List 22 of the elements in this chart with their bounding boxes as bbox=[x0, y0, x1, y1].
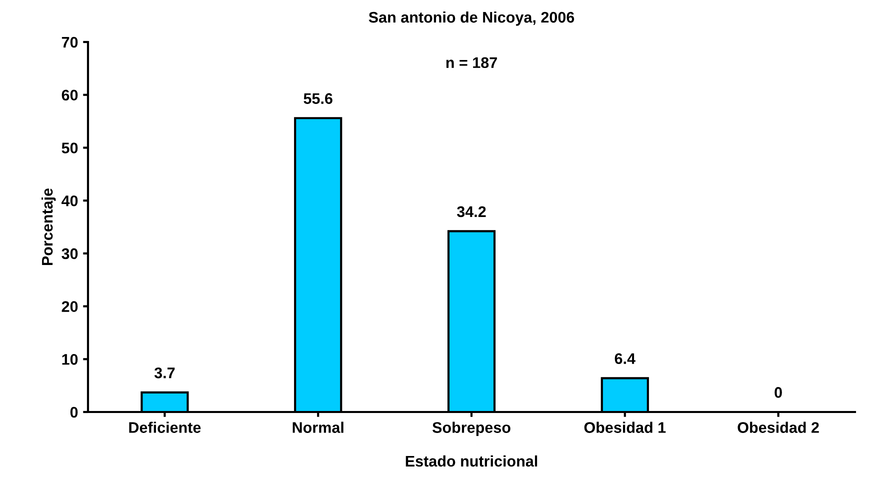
y-axis-title: Porcentaje bbox=[41, 188, 56, 266]
y-tick-label: 60 bbox=[62, 90, 78, 101]
data-label: 0 bbox=[774, 387, 782, 398]
x-tick-label: Normal bbox=[292, 422, 344, 433]
data-label: 34.2 bbox=[456, 206, 486, 218]
x-tick-label: Deficiente bbox=[129, 422, 201, 433]
y-tick-label: 0 bbox=[70, 406, 78, 418]
annotation: n = 187 bbox=[446, 57, 497, 68]
y-tick-label: 40 bbox=[62, 195, 78, 206]
data-label: 6.4 bbox=[614, 353, 636, 364]
y-tick-label: 10 bbox=[62, 354, 78, 365]
y-tick-label: 20 bbox=[62, 301, 78, 312]
x-axis-title: Estado nutricional bbox=[406, 455, 538, 467]
y-tick-label: 50 bbox=[62, 142, 78, 154]
x-tick-label: Obesidad 1 bbox=[584, 422, 666, 433]
x-tick-label: Sobrepeso bbox=[432, 422, 510, 436]
data-label: 3.7 bbox=[154, 367, 175, 378]
data-label: 55.6 bbox=[304, 93, 332, 104]
chart-title: San antonio de Nicoya, 2006 bbox=[368, 11, 574, 26]
y-tick-label: 30 bbox=[62, 248, 78, 260]
x-tick-label: Obesidad 2 bbox=[738, 422, 819, 433]
y-tick-label: 70 bbox=[62, 36, 78, 48]
